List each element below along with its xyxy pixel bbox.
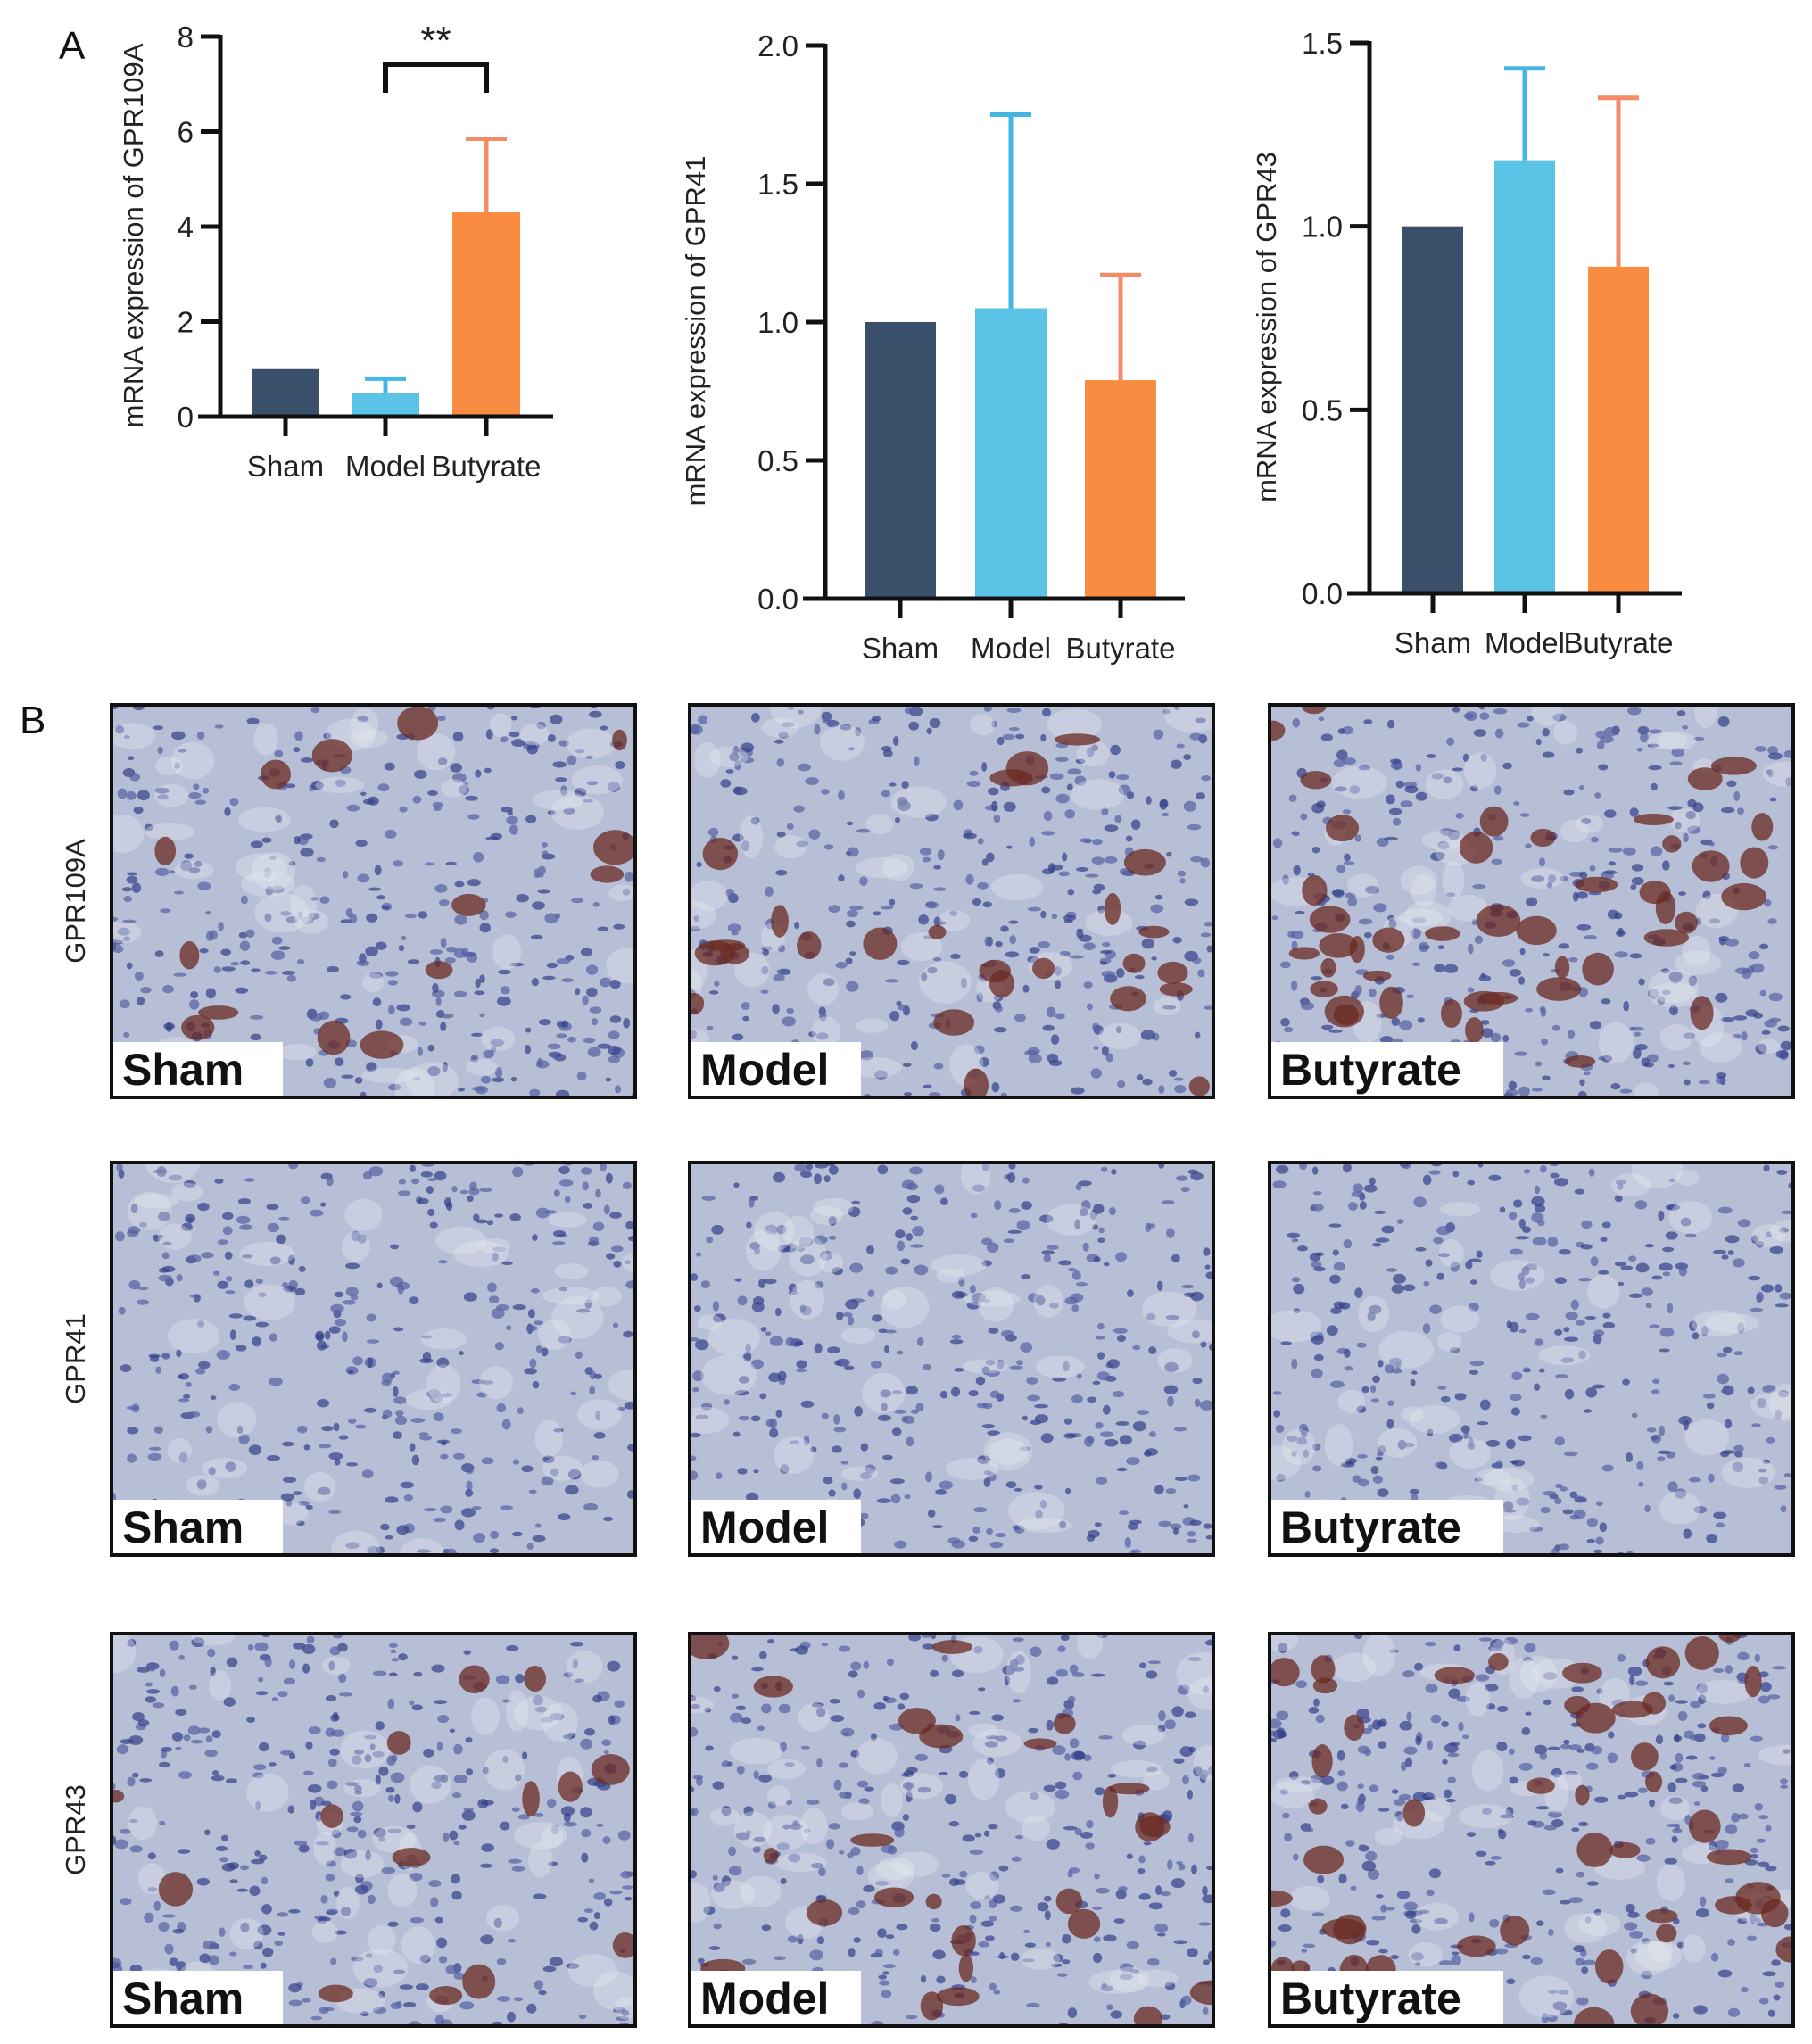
bar-model [1494, 160, 1555, 594]
histology-image: Model [688, 703, 1215, 1099]
histology-grid: GPR109A Sham Model Butyrate GPR41 Sham Model Bu… [60, 703, 1795, 2028]
histology-image: Sham [110, 1632, 637, 2028]
image-label: Model [700, 1502, 829, 1552]
image-border [1268, 1161, 1795, 1557]
y-tick-label: 2.0 [757, 29, 798, 62]
y-tick-label: 4 [178, 211, 194, 244]
x-tick-label: Model [1485, 626, 1565, 659]
histology-image: Butyrate [1268, 1632, 1795, 2028]
histology-image: Model [688, 1632, 1215, 2028]
image-label: Sham [122, 1045, 244, 1095]
image-border [110, 1632, 637, 2028]
bar-butyrate [452, 212, 520, 417]
y-tick-label: 1.5 [1302, 27, 1343, 60]
image-label: Butyrate [1280, 1045, 1461, 1095]
chart-2: Sham Model Butyrate 0.0 0.5 1.0 1.5 2.0 mRNA exp… [680, 29, 1185, 665]
histology-image: Butyrate [1268, 703, 1795, 1099]
image-label: Butyrate [1280, 1974, 1461, 2023]
y-tick-label: 2 [178, 306, 194, 339]
image-border [1268, 703, 1795, 1099]
x-tick-label: Sham [1394, 626, 1471, 659]
y-tick-label: 0.0 [1302, 577, 1343, 610]
image-label-box [112, 1971, 283, 2026]
bar-butyrate [1588, 266, 1649, 593]
image-label-box [1270, 1971, 1503, 2026]
y-tick-label: 1.5 [757, 168, 798, 201]
y-tick-label: 0 [178, 401, 194, 434]
image-border [688, 1632, 1215, 2028]
y-tick-label: 0.5 [757, 444, 798, 477]
image-label-box [1270, 1042, 1503, 1097]
y-tick-label: 8 [178, 21, 194, 54]
x-tick-label: Sham [862, 632, 939, 665]
image-border [110, 1161, 637, 1557]
image-label: Sham [122, 1502, 244, 1552]
histology-image: Model [688, 1161, 1215, 1557]
panel-label-b: B [20, 699, 46, 742]
image-label-box [1270, 1500, 1503, 1555]
histology-image: Butyrate [1268, 1161, 1795, 1557]
significance-label: ** [420, 19, 451, 62]
image-border [688, 1161, 1215, 1557]
y-tick-label: 1.0 [757, 306, 798, 339]
chart-1: Sham Model Butyrate 0 2 4 6 8 mRNA expression of… [118, 19, 553, 483]
image-label-box [112, 1500, 283, 1555]
image-label-box [112, 1042, 283, 1097]
image-border [1268, 1632, 1795, 2028]
histology-image: Sham [110, 703, 637, 1099]
image-label-box [690, 1042, 861, 1097]
image-label-box [690, 1500, 861, 1555]
x-tick-label: Model [345, 450, 426, 483]
bar-butyrate [1085, 380, 1156, 599]
panel-label-a: A [59, 24, 86, 68]
x-tick-label: Butyrate [1066, 632, 1176, 665]
bar-sham [252, 368, 319, 417]
image-label: Model [700, 1045, 829, 1095]
bar-model [352, 393, 419, 417]
y-tick-label: 6 [178, 116, 194, 149]
bar-sham [865, 322, 936, 599]
bar-sham [1402, 226, 1463, 593]
row-label: GPR41 [60, 1313, 91, 1404]
x-tick-label: Butyrate [1564, 626, 1674, 659]
row-label: GPR43 [60, 1784, 91, 1875]
image-label: Sham [122, 1974, 244, 2023]
histology-image: Sham [110, 1161, 637, 1557]
y-axis-label: mRNA expression of GPR41 [680, 156, 711, 507]
row-label: GPR109A [60, 839, 91, 964]
y-axis-label: mRNA expression of GPR109A [118, 43, 149, 427]
x-tick-label: Sham [247, 450, 324, 483]
y-tick-label: 0.0 [757, 583, 798, 616]
significance-bracket [383, 62, 489, 93]
image-label-box [690, 1971, 861, 2026]
bar-model [975, 308, 1047, 599]
image-label: Butyrate [1280, 1502, 1461, 1552]
y-tick-label: 0.5 [1302, 393, 1343, 426]
x-tick-label: Model [971, 632, 1051, 665]
x-tick-label: Butyrate [432, 450, 542, 483]
image-border [110, 703, 637, 1099]
y-axis-label: mRNA expression of GPR43 [1251, 152, 1282, 502]
y-tick-label: 1.0 [1302, 211, 1343, 244]
image-label: Model [700, 1974, 829, 2023]
image-border [688, 703, 1215, 1099]
